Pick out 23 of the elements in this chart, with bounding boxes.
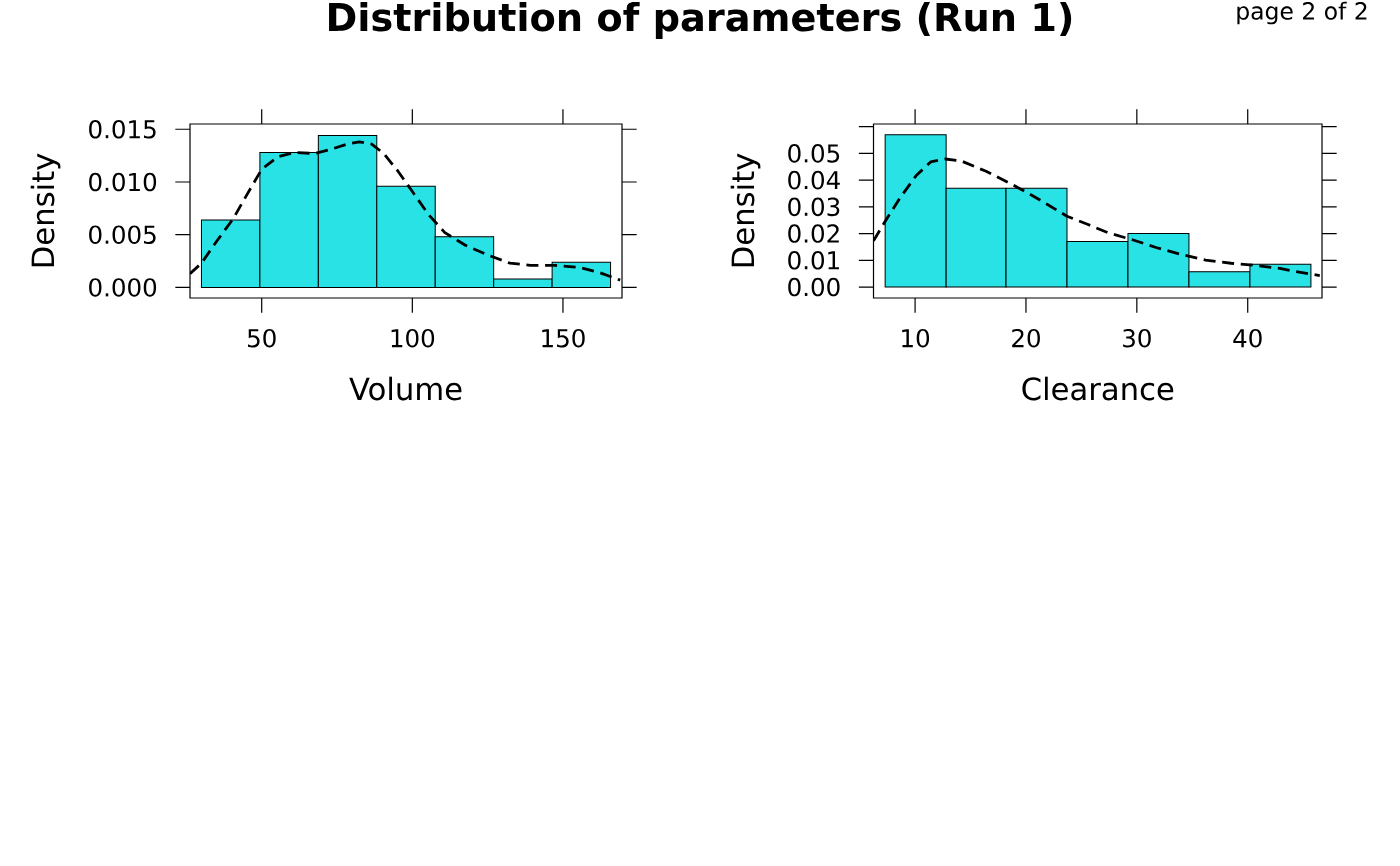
text: page 2 of 2	[1237, 1, 1367, 25]
y-tick-label: 0.00	[788, 277, 840, 297]
y-tick-label: 0.005	[89, 225, 156, 244]
text: Distribution of parameters (Run 1)	[329, 1, 1072, 39]
y-tick-label: 0.04	[788, 170, 840, 190]
y-tick-label: 0.015	[89, 119, 156, 139]
y-axis-title: Density	[30, 153, 61, 267]
x-tick-label: 150	[542, 328, 585, 348]
y-tick-label: 0.03	[788, 197, 840, 217]
x-tick-label: 50	[247, 328, 276, 348]
y-tick-label: 0.010	[89, 172, 157, 192]
y-tick-label: 0.000	[89, 278, 157, 297]
y-tick-label: 0.05	[788, 144, 840, 163]
x-tick-label: 20	[1012, 328, 1040, 348]
x-axis-title: Volume	[349, 376, 462, 401]
x-axis-title: Clearance	[1022, 376, 1174, 401]
x-tick-label: 10	[902, 328, 930, 348]
y-tick-label: 0.02	[788, 224, 839, 243]
x-tick-label: 30	[1123, 328, 1151, 348]
x-tick-label: 40	[1233, 328, 1262, 348]
y-tick-label: 0.01	[788, 251, 839, 270]
x-tick-label: 100	[391, 328, 435, 348]
y-axis-title: Density	[730, 153, 761, 267]
